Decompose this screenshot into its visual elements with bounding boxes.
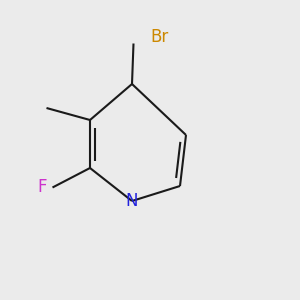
Text: N: N — [126, 192, 138, 210]
Text: F: F — [37, 178, 47, 196]
Text: Br: Br — [150, 28, 168, 46]
